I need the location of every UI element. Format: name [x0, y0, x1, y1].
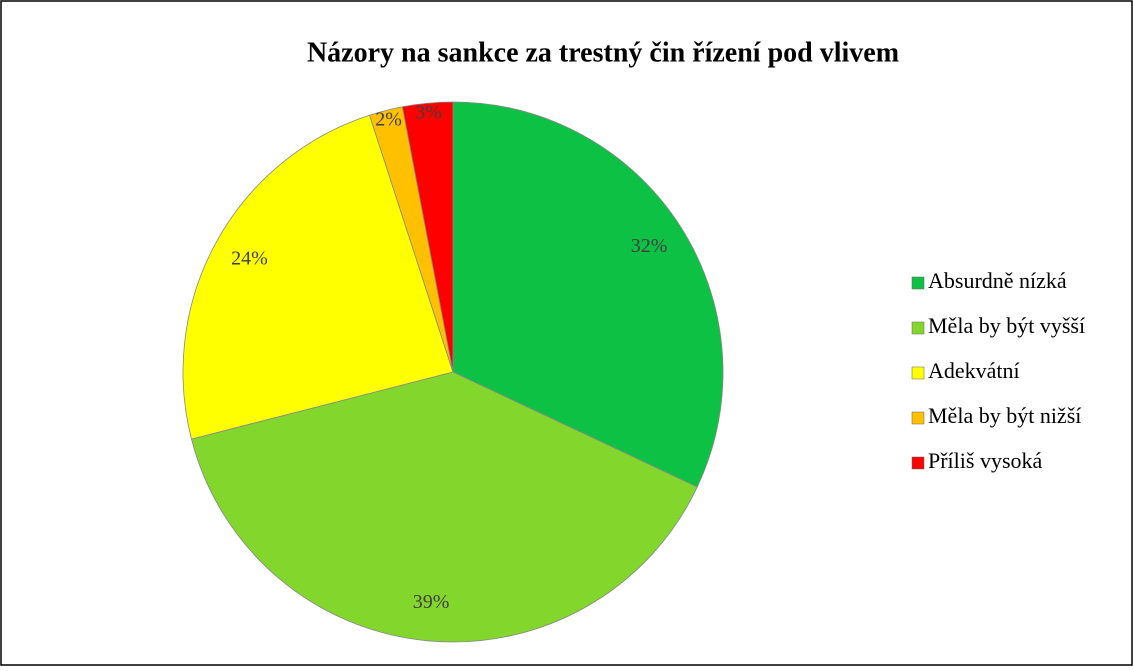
- pie-slice: [182, 114, 454, 440]
- legend-swatch: [911, 321, 925, 335]
- legend-label: Adekvátní: [928, 358, 1020, 383]
- data-label: 24%: [231, 248, 268, 270]
- legend-swatch: [911, 366, 925, 380]
- pie-slice: [190, 371, 698, 643]
- pie-slice: [401, 101, 454, 373]
- data-label: 3%: [415, 102, 442, 124]
- legend-swatch: [911, 276, 925, 290]
- legend-label: Absurdně nízká: [928, 268, 1067, 293]
- legend-swatch: [911, 411, 925, 425]
- chart-title: Názory na sankce za trestný čin řízení p…: [307, 37, 899, 68]
- legend-label: Příliš vysoká: [928, 448, 1043, 473]
- data-label: 32%: [631, 235, 668, 257]
- data-label: 39%: [413, 591, 450, 613]
- pie-slice: [452, 101, 724, 488]
- legend-label: Měla by být vyšší: [928, 313, 1085, 338]
- legend-label: Měla by být nižší: [928, 403, 1081, 428]
- legend-swatch: [911, 456, 925, 470]
- data-label: 2%: [375, 109, 402, 131]
